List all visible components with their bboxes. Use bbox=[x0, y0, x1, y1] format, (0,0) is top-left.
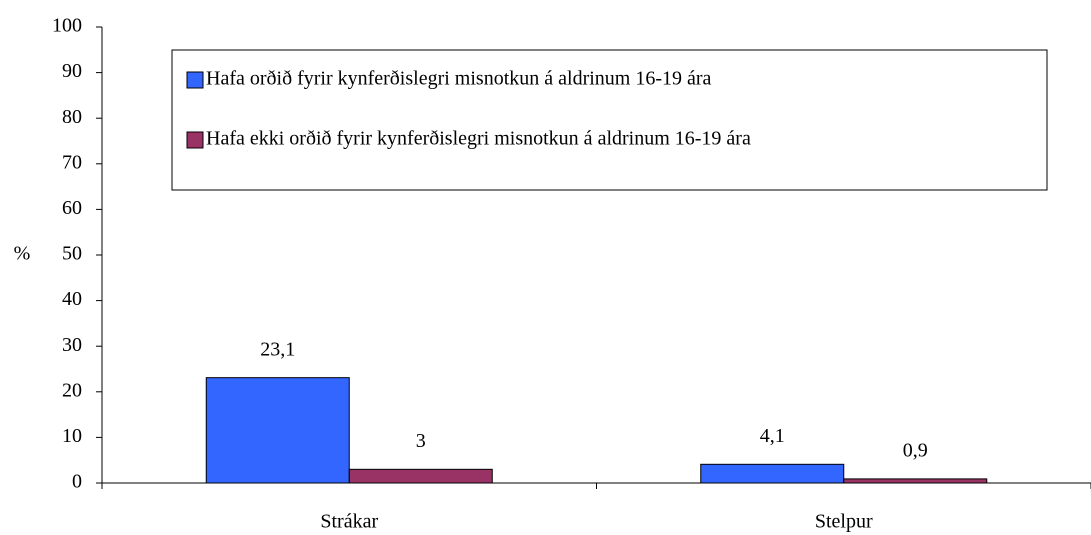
value-label: 0,9 bbox=[903, 439, 928, 461]
y-tick-label: 70 bbox=[62, 151, 82, 173]
y-tick-label: 0 bbox=[72, 471, 82, 493]
y-tick-label: 100 bbox=[52, 15, 82, 37]
legend-swatch bbox=[186, 71, 204, 89]
bar bbox=[700, 463, 845, 484]
legend-label: Hafa orðið fyrir kynferðislegri misnotku… bbox=[206, 68, 712, 90]
x-tick-label: Stelpur bbox=[815, 511, 873, 533]
x-tick-label: Strákar bbox=[320, 511, 378, 533]
legend-box bbox=[171, 49, 1048, 191]
y-tick-label: 30 bbox=[62, 334, 82, 356]
bar bbox=[348, 468, 493, 484]
legend-label: Hafa ekki orðið fyrir kynferðislegri mis… bbox=[206, 128, 751, 150]
y-tick-label: 20 bbox=[62, 379, 82, 401]
bar bbox=[843, 478, 988, 484]
y-tick-label: 40 bbox=[62, 288, 82, 310]
y-tick-label: 60 bbox=[62, 197, 82, 219]
bar bbox=[205, 377, 350, 484]
legend-swatch bbox=[186, 131, 204, 149]
y-tick-label: 90 bbox=[62, 60, 82, 82]
value-label: 23,1 bbox=[260, 338, 295, 360]
y-tick-label: 10 bbox=[62, 425, 82, 447]
y-tick-label: 50 bbox=[62, 243, 82, 265]
value-label: 4,1 bbox=[760, 425, 785, 447]
y-tick-label: 80 bbox=[62, 106, 82, 128]
value-label: 3 bbox=[416, 430, 426, 452]
y-axis-label: % bbox=[14, 243, 31, 265]
